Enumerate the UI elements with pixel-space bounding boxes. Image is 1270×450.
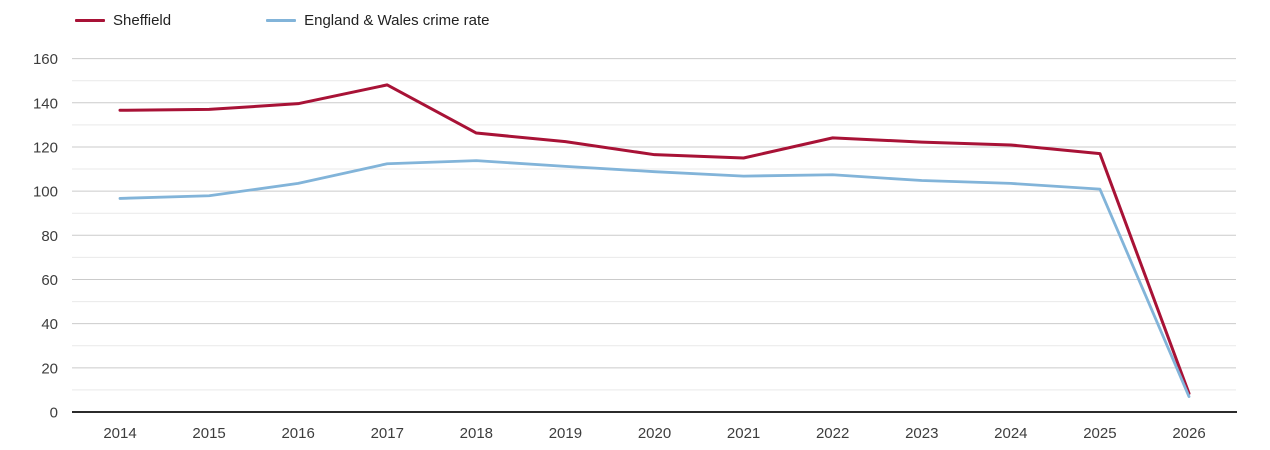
england-wales-line-swatch — [266, 19, 297, 22]
sheffield-line-swatch — [75, 19, 105, 22]
x-tick-label: 2019 — [549, 425, 582, 442]
england-wales-line — [118, 159, 1191, 398]
legend-label-england-wales: England & Wales crime rate — [304, 12, 490, 29]
x-tick-label: 2023 — [905, 425, 938, 442]
x-tick-label: 2016 — [281, 425, 314, 442]
x-tick-label: 2014 — [103, 425, 136, 442]
legend-item-england-wales[interactable]: England & Wales crime rate — [266, 12, 489, 29]
x-tick-label: 2018 — [460, 425, 493, 442]
y-tick-label: 60 — [41, 272, 58, 289]
y-tick-label: 0 — [50, 405, 58, 422]
legend-label-sheffield: Sheffield — [113, 12, 172, 29]
sheffield-line — [118, 83, 1191, 395]
y-tick-label: 140 — [33, 95, 58, 112]
x-tick-label: 2025 — [1083, 425, 1116, 442]
x-tick-label: 2021 — [727, 425, 760, 442]
y-tick-label: 20 — [41, 360, 58, 377]
legend: Sheffield England & Wales crime rate — [75, 12, 489, 29]
x-tick-label: 2015 — [192, 425, 225, 442]
x-tick-label: 2022 — [816, 425, 849, 442]
y-tick-label: 160 — [33, 51, 58, 68]
legend-item-sheffield[interactable]: Sheffield — [75, 12, 171, 29]
y-tick-label: 80 — [41, 228, 58, 245]
y-tick-label: 100 — [33, 184, 58, 201]
y-tick-label: 120 — [33, 139, 58, 156]
x-tick-label: 2017 — [371, 425, 404, 442]
x-tick-label: 2020 — [638, 425, 671, 442]
x-tick-label: 2026 — [1172, 425, 1205, 442]
y-tick-label: 40 — [41, 316, 58, 333]
x-tick-label: 2024 — [994, 425, 1027, 442]
